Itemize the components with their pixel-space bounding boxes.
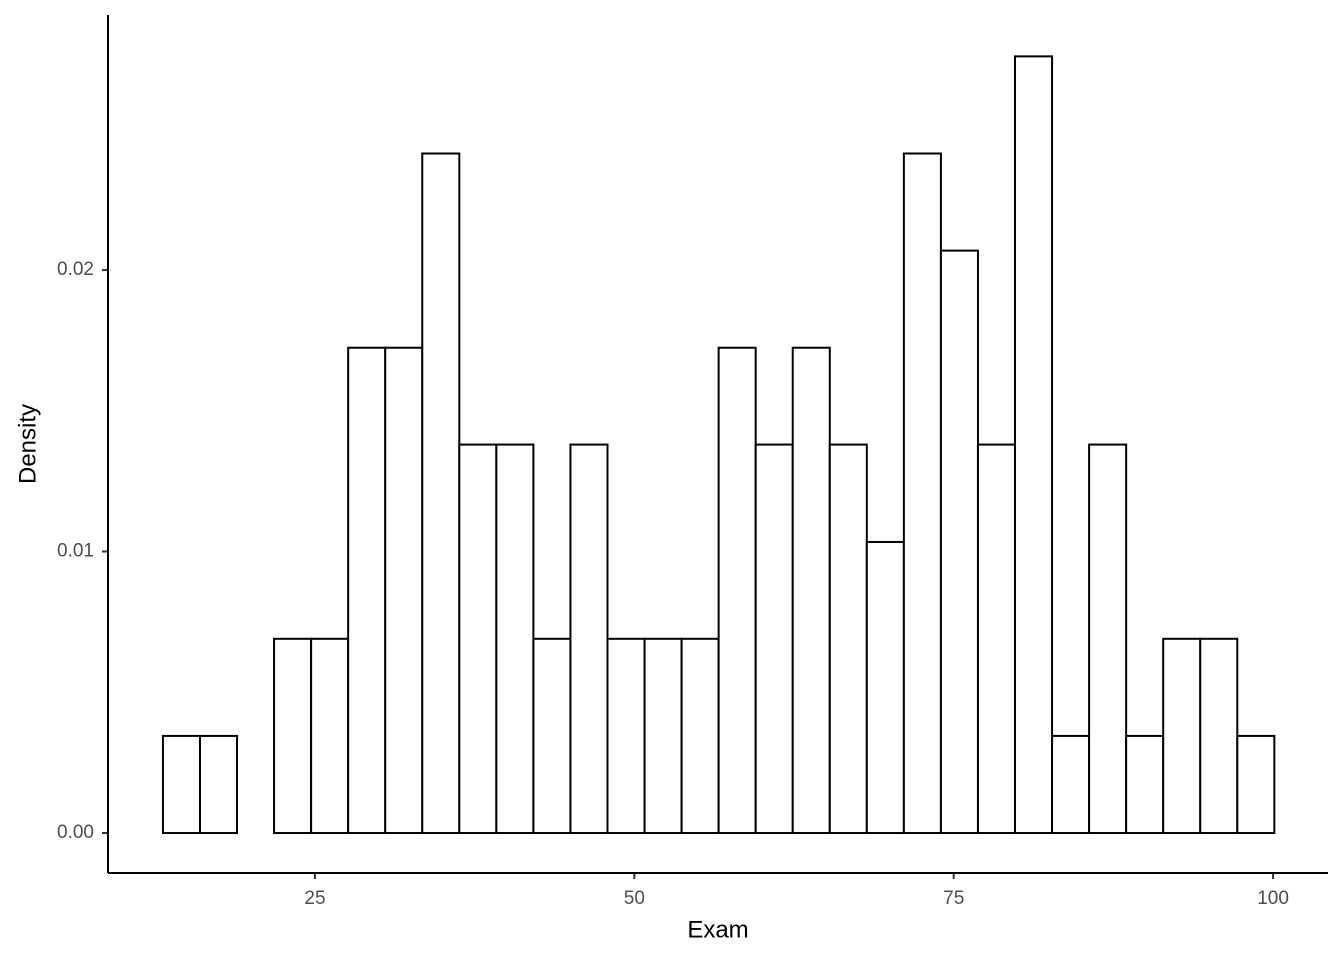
bar [1236,734,1276,835]
bar [161,734,201,835]
bar [384,346,424,835]
x-tick-label: 75 [943,888,964,909]
bar [902,152,942,835]
bar [791,346,831,835]
bar [495,443,535,835]
bar [198,734,239,835]
x-tick-label: 50 [624,888,645,909]
bar [754,443,794,835]
y-tick-label: 0.00 [57,822,94,843]
bar [1014,55,1054,835]
y-tick-label: 0.01 [57,541,94,562]
bar [273,637,313,835]
bar [532,637,572,835]
x-axis-title: Exam [687,916,748,943]
bar [939,249,979,835]
bar [1162,637,1202,835]
bar [1051,734,1091,835]
bar [680,637,720,835]
bar [310,637,350,835]
bar [828,443,868,835]
bar [643,637,683,835]
bar [865,540,905,835]
bar [1125,734,1165,835]
bar [606,637,646,835]
y-axis-title: Density [14,404,41,484]
x-tick-label: 25 [304,888,325,909]
y-tick-label: 0.02 [57,259,94,280]
bar [569,443,609,835]
bar [976,443,1017,835]
bar [458,443,498,835]
x-tick-label: 100 [1257,888,1289,909]
bar [421,152,461,835]
bar [347,346,387,835]
bar [1088,443,1128,835]
bar [1199,637,1239,835]
bar [717,346,757,835]
